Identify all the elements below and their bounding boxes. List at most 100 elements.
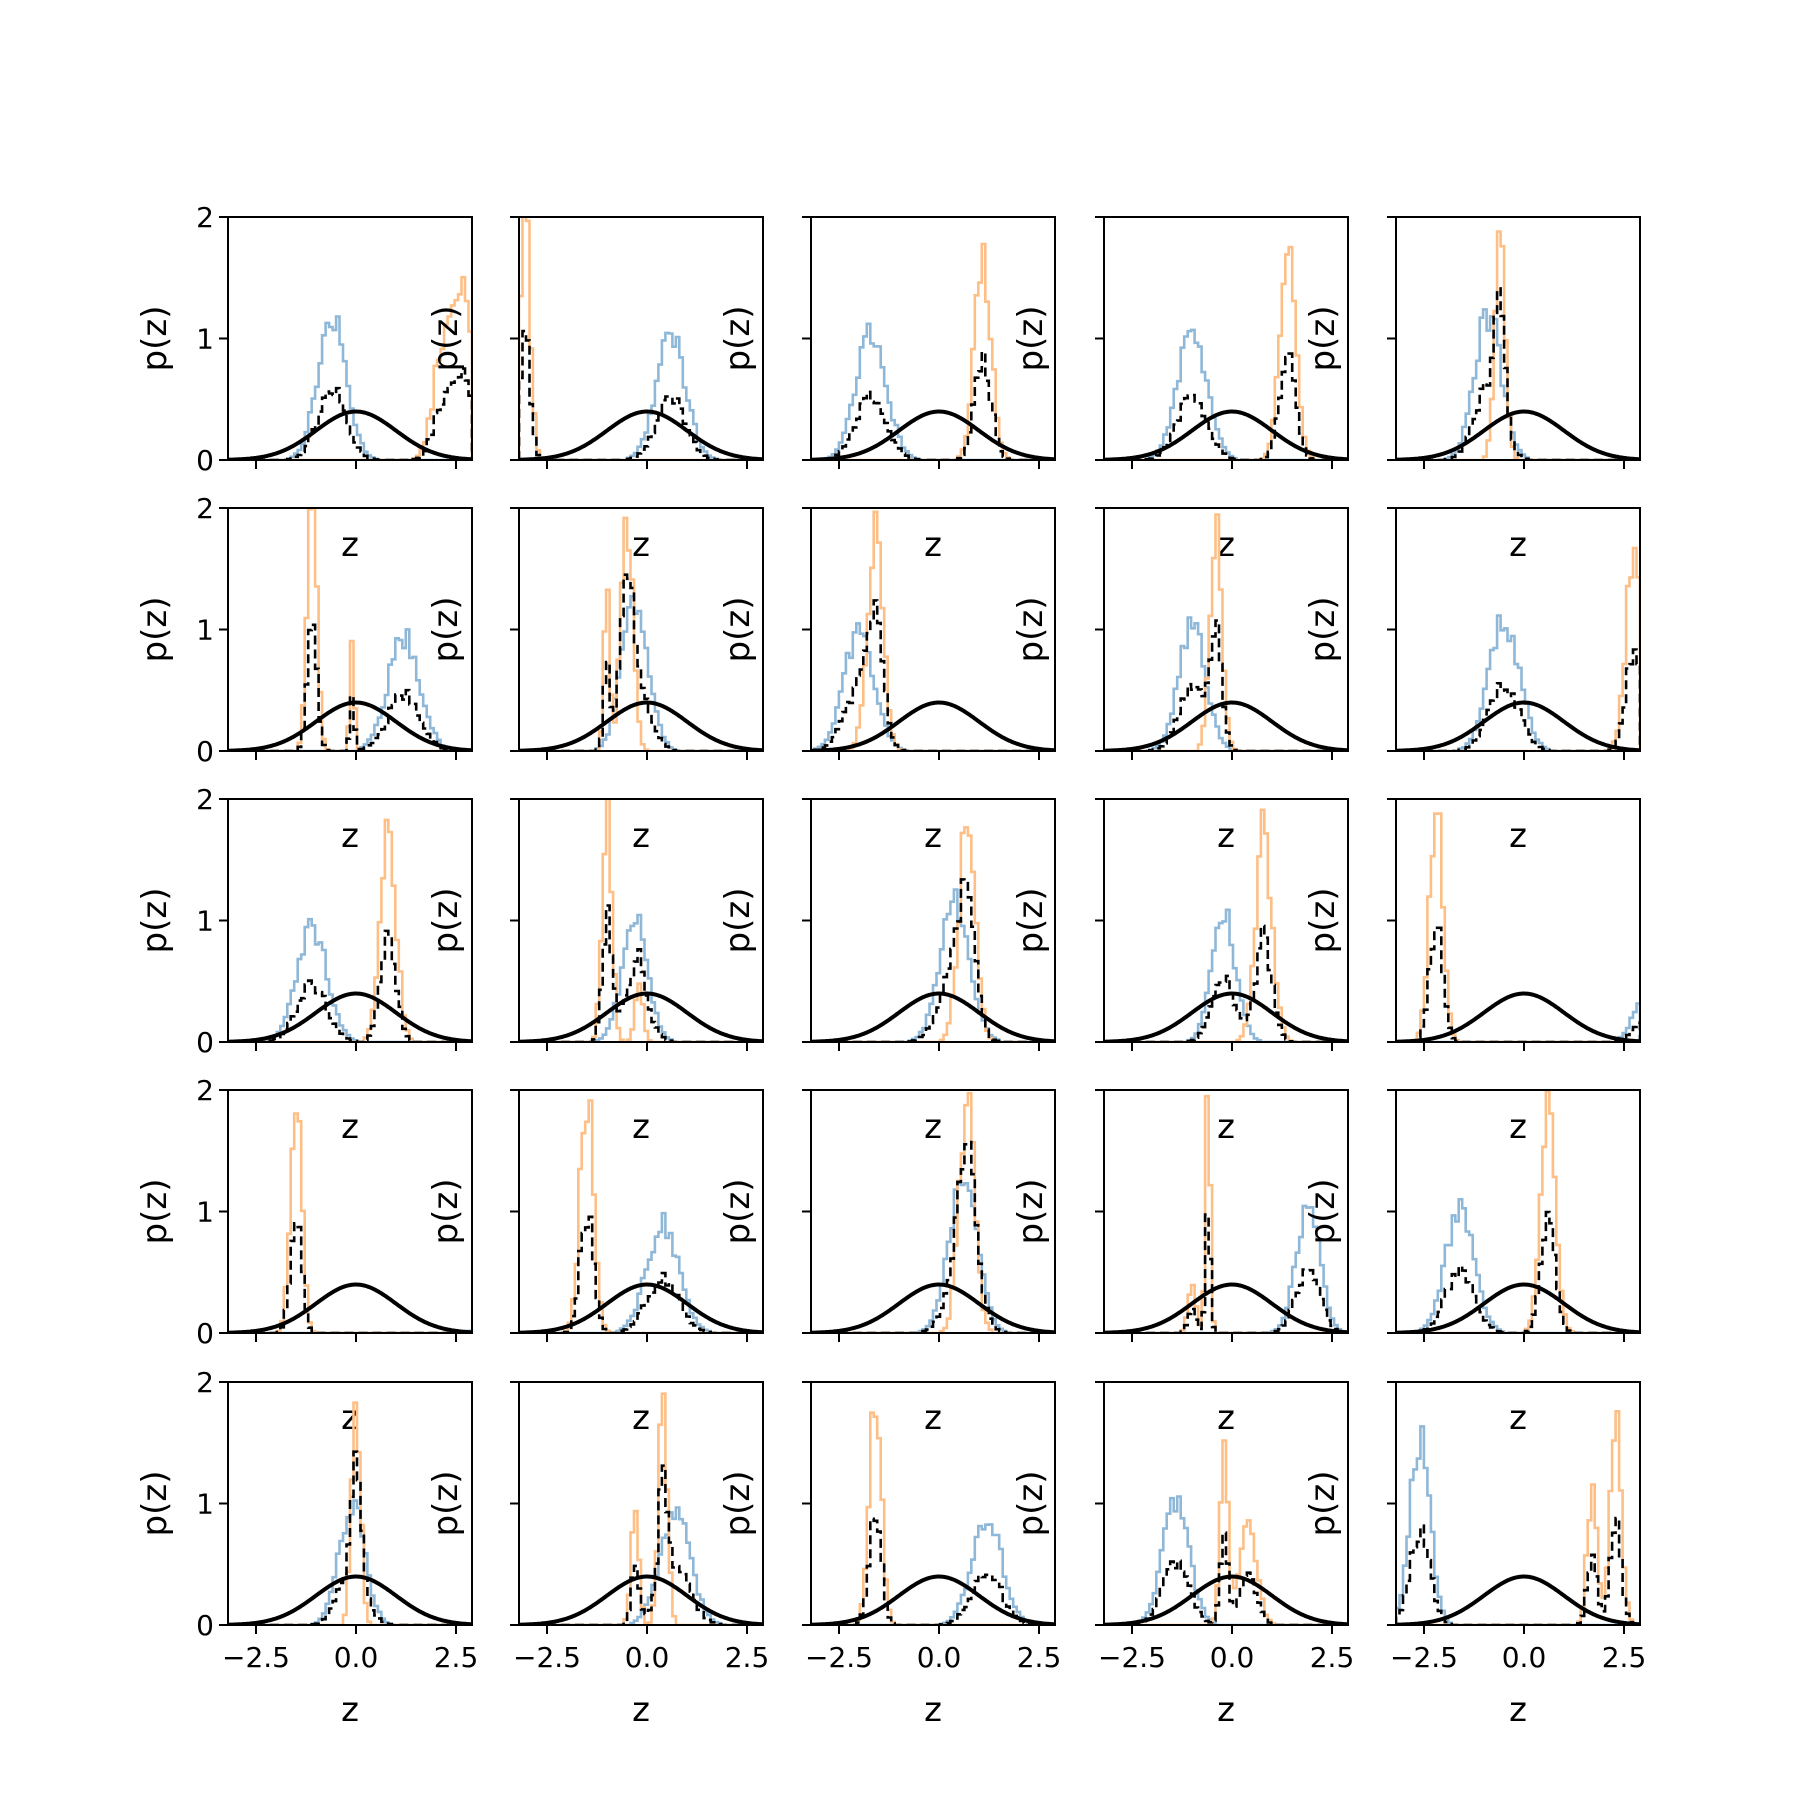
blue-histogram bbox=[519, 913, 763, 1042]
prior-normal-curve bbox=[811, 409, 1055, 460]
blue-histogram bbox=[1396, 1198, 1640, 1333]
y-axis-label: p(z) bbox=[1303, 888, 1343, 954]
y-tick-label: 0 bbox=[196, 1609, 214, 1642]
subplot: z p(z) bbox=[426, 507, 764, 856]
x-axis-label: z bbox=[1509, 1107, 1527, 1147]
mixture-histogram bbox=[519, 329, 763, 460]
mixture-histogram bbox=[1396, 287, 1640, 460]
x-axis-label: z bbox=[341, 525, 359, 565]
y-axis-label: p(z) bbox=[426, 888, 466, 954]
x-tick-label: −2.5 bbox=[805, 1641, 873, 1674]
blue-histogram bbox=[1396, 614, 1640, 751]
mixture-histogram bbox=[519, 573, 763, 751]
prior-normal-curve bbox=[1104, 991, 1348, 1042]
y-axis-label: p(z) bbox=[718, 306, 758, 372]
x-axis-label: z bbox=[1217, 1107, 1235, 1147]
orange-histogram bbox=[811, 826, 1055, 1042]
y-tick-label: 0 bbox=[196, 1317, 214, 1350]
orange-histogram bbox=[1104, 1094, 1348, 1333]
x-axis-label: z bbox=[341, 816, 359, 856]
y-axis-label: p(z) bbox=[1011, 1179, 1051, 1245]
subplot: −2.5 0.0 2.5 z p(z) bbox=[426, 1381, 769, 1730]
y-axis-label: p(z) bbox=[426, 1471, 466, 1537]
mixture-histogram bbox=[1104, 619, 1348, 751]
mixture-histogram bbox=[1104, 1213, 1348, 1333]
subplot-plot-area bbox=[811, 1091, 1055, 1333]
prior-normal-curve bbox=[1396, 700, 1640, 751]
subplot: z p(z) bbox=[718, 798, 1056, 1147]
blue-histogram bbox=[1104, 1495, 1348, 1625]
y-tick-label: 2 bbox=[196, 1074, 214, 1107]
orange-histogram bbox=[519, 1392, 763, 1625]
orange-histogram bbox=[811, 510, 1055, 751]
blue-histogram bbox=[1104, 1204, 1348, 1333]
y-axis-label: p(z) bbox=[135, 306, 175, 372]
orange-histogram bbox=[228, 818, 472, 1042]
x-axis-label: z bbox=[341, 1690, 359, 1730]
prior-normal-curve bbox=[811, 991, 1055, 1042]
y-axis-label: p(z) bbox=[718, 1471, 758, 1537]
subplot: 0 1 2 z p(z) bbox=[135, 201, 473, 565]
y-tick-label: 1 bbox=[196, 1196, 214, 1229]
subplot: 0 1 2 −2.5 0.0 2.5 z p(z) bbox=[135, 1366, 478, 1730]
subplot: z p(z) bbox=[1011, 507, 1349, 856]
prior-normal-curve bbox=[1396, 1282, 1640, 1333]
subplot-plot-area bbox=[1104, 245, 1348, 460]
orange-histogram bbox=[1104, 1439, 1348, 1625]
orange-histogram bbox=[228, 1401, 472, 1625]
prior-normal-curve bbox=[1104, 700, 1348, 751]
subplot: z p(z) bbox=[1011, 798, 1349, 1147]
y-axis-label: p(z) bbox=[1303, 306, 1343, 372]
prior-normal-curve bbox=[1396, 409, 1640, 460]
y-tick-label: 2 bbox=[196, 492, 214, 525]
subplot-plot-area bbox=[519, 516, 763, 751]
x-axis-label: z bbox=[632, 1398, 650, 1438]
x-axis-label: z bbox=[1217, 1690, 1235, 1730]
y-axis-label: p(z) bbox=[718, 888, 758, 954]
x-tick-label: −2.5 bbox=[1098, 1641, 1166, 1674]
x-axis-label: z bbox=[632, 816, 650, 856]
orange-histogram bbox=[1396, 812, 1640, 1042]
prior-normal-curve bbox=[228, 700, 472, 751]
mixture-histogram bbox=[228, 623, 472, 751]
prior-normal-curve bbox=[1396, 1574, 1640, 1625]
y-axis-label: p(z) bbox=[135, 888, 175, 954]
y-axis-label: p(z) bbox=[135, 1471, 175, 1537]
x-axis-label: z bbox=[632, 1690, 650, 1730]
x-axis-label: z bbox=[924, 816, 942, 856]
mixture-histogram bbox=[519, 1215, 763, 1333]
mixture-histogram bbox=[519, 1464, 763, 1625]
x-tick-label: 0.0 bbox=[334, 1641, 379, 1674]
x-axis-label: z bbox=[1509, 1398, 1527, 1438]
prior-normal-curve bbox=[519, 1282, 763, 1333]
y-tick-label: 0 bbox=[196, 735, 214, 768]
x-axis-label: z bbox=[1509, 816, 1527, 856]
orange-histogram bbox=[519, 799, 763, 1042]
subplot: z p(z) bbox=[718, 216, 1056, 565]
subplot-plot-area bbox=[228, 508, 472, 751]
subplot: z p(z) bbox=[426, 1089, 764, 1438]
subplot-plot-area bbox=[228, 818, 472, 1042]
subplot-plot-area bbox=[1396, 1410, 1640, 1625]
y-tick-label: 1 bbox=[196, 905, 214, 938]
subplot: z p(z) bbox=[1011, 1089, 1349, 1438]
subplot: 0 1 2 z p(z) bbox=[135, 783, 473, 1147]
orange-histogram bbox=[1104, 513, 1348, 751]
x-tick-label: −2.5 bbox=[1390, 1641, 1458, 1674]
x-axis-label: z bbox=[1217, 1398, 1235, 1438]
subplot-plot-area bbox=[228, 1401, 472, 1625]
subplot-plot-area bbox=[1104, 1439, 1348, 1625]
orange-histogram bbox=[1396, 230, 1640, 460]
y-axis-label: p(z) bbox=[718, 597, 758, 663]
prior-normal-curve bbox=[228, 1282, 472, 1333]
subplot-plot-area bbox=[519, 799, 763, 1042]
subplot: z p(z) bbox=[718, 507, 1056, 856]
orange-histogram bbox=[811, 1091, 1055, 1333]
orange-histogram bbox=[1396, 1410, 1640, 1625]
prior-normal-curve bbox=[1104, 1574, 1348, 1625]
prior-normal-curve bbox=[1396, 991, 1640, 1042]
x-tick-label: 0.0 bbox=[1502, 1641, 1547, 1674]
orange-histogram bbox=[519, 516, 763, 751]
prior-normal-curve bbox=[228, 991, 472, 1042]
x-tick-label: 2.5 bbox=[1602, 1641, 1647, 1674]
